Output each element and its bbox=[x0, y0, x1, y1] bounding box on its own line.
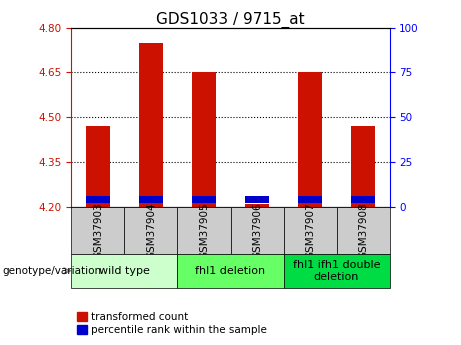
Bar bbox=[124, 207, 177, 254]
Bar bbox=[71, 207, 124, 254]
Bar bbox=[351, 126, 375, 207]
Text: genotype/variation: genotype/variation bbox=[2, 266, 101, 276]
Legend: transformed count, percentile rank within the sample: transformed count, percentile rank withi… bbox=[77, 312, 267, 335]
Text: GSM37904: GSM37904 bbox=[146, 202, 156, 259]
Bar bbox=[298, 196, 322, 203]
Text: wild type: wild type bbox=[99, 266, 150, 276]
Text: fhl1 ifh1 double
deletion: fhl1 ifh1 double deletion bbox=[293, 260, 380, 282]
Text: GSM37907: GSM37907 bbox=[305, 202, 315, 259]
Bar bbox=[337, 207, 390, 254]
Text: GSM37908: GSM37908 bbox=[358, 202, 368, 259]
Bar bbox=[71, 254, 177, 288]
Bar bbox=[192, 196, 216, 203]
Bar bbox=[284, 254, 390, 288]
Bar bbox=[284, 207, 337, 254]
Text: GSM37906: GSM37906 bbox=[252, 202, 262, 259]
Bar bbox=[192, 72, 216, 207]
Bar bbox=[139, 42, 163, 207]
Bar bbox=[86, 126, 110, 207]
Text: GSM37903: GSM37903 bbox=[93, 202, 103, 259]
Bar bbox=[245, 204, 269, 207]
Bar bbox=[230, 207, 284, 254]
Bar bbox=[351, 196, 375, 203]
Bar bbox=[139, 196, 163, 203]
Bar bbox=[177, 207, 230, 254]
Text: fhl1 deletion: fhl1 deletion bbox=[195, 266, 266, 276]
Bar bbox=[177, 254, 284, 288]
Title: GDS1033 / 9715_at: GDS1033 / 9715_at bbox=[156, 11, 305, 28]
Bar bbox=[245, 196, 269, 203]
Bar bbox=[86, 196, 110, 203]
Bar bbox=[298, 72, 322, 207]
Text: GSM37905: GSM37905 bbox=[199, 202, 209, 259]
